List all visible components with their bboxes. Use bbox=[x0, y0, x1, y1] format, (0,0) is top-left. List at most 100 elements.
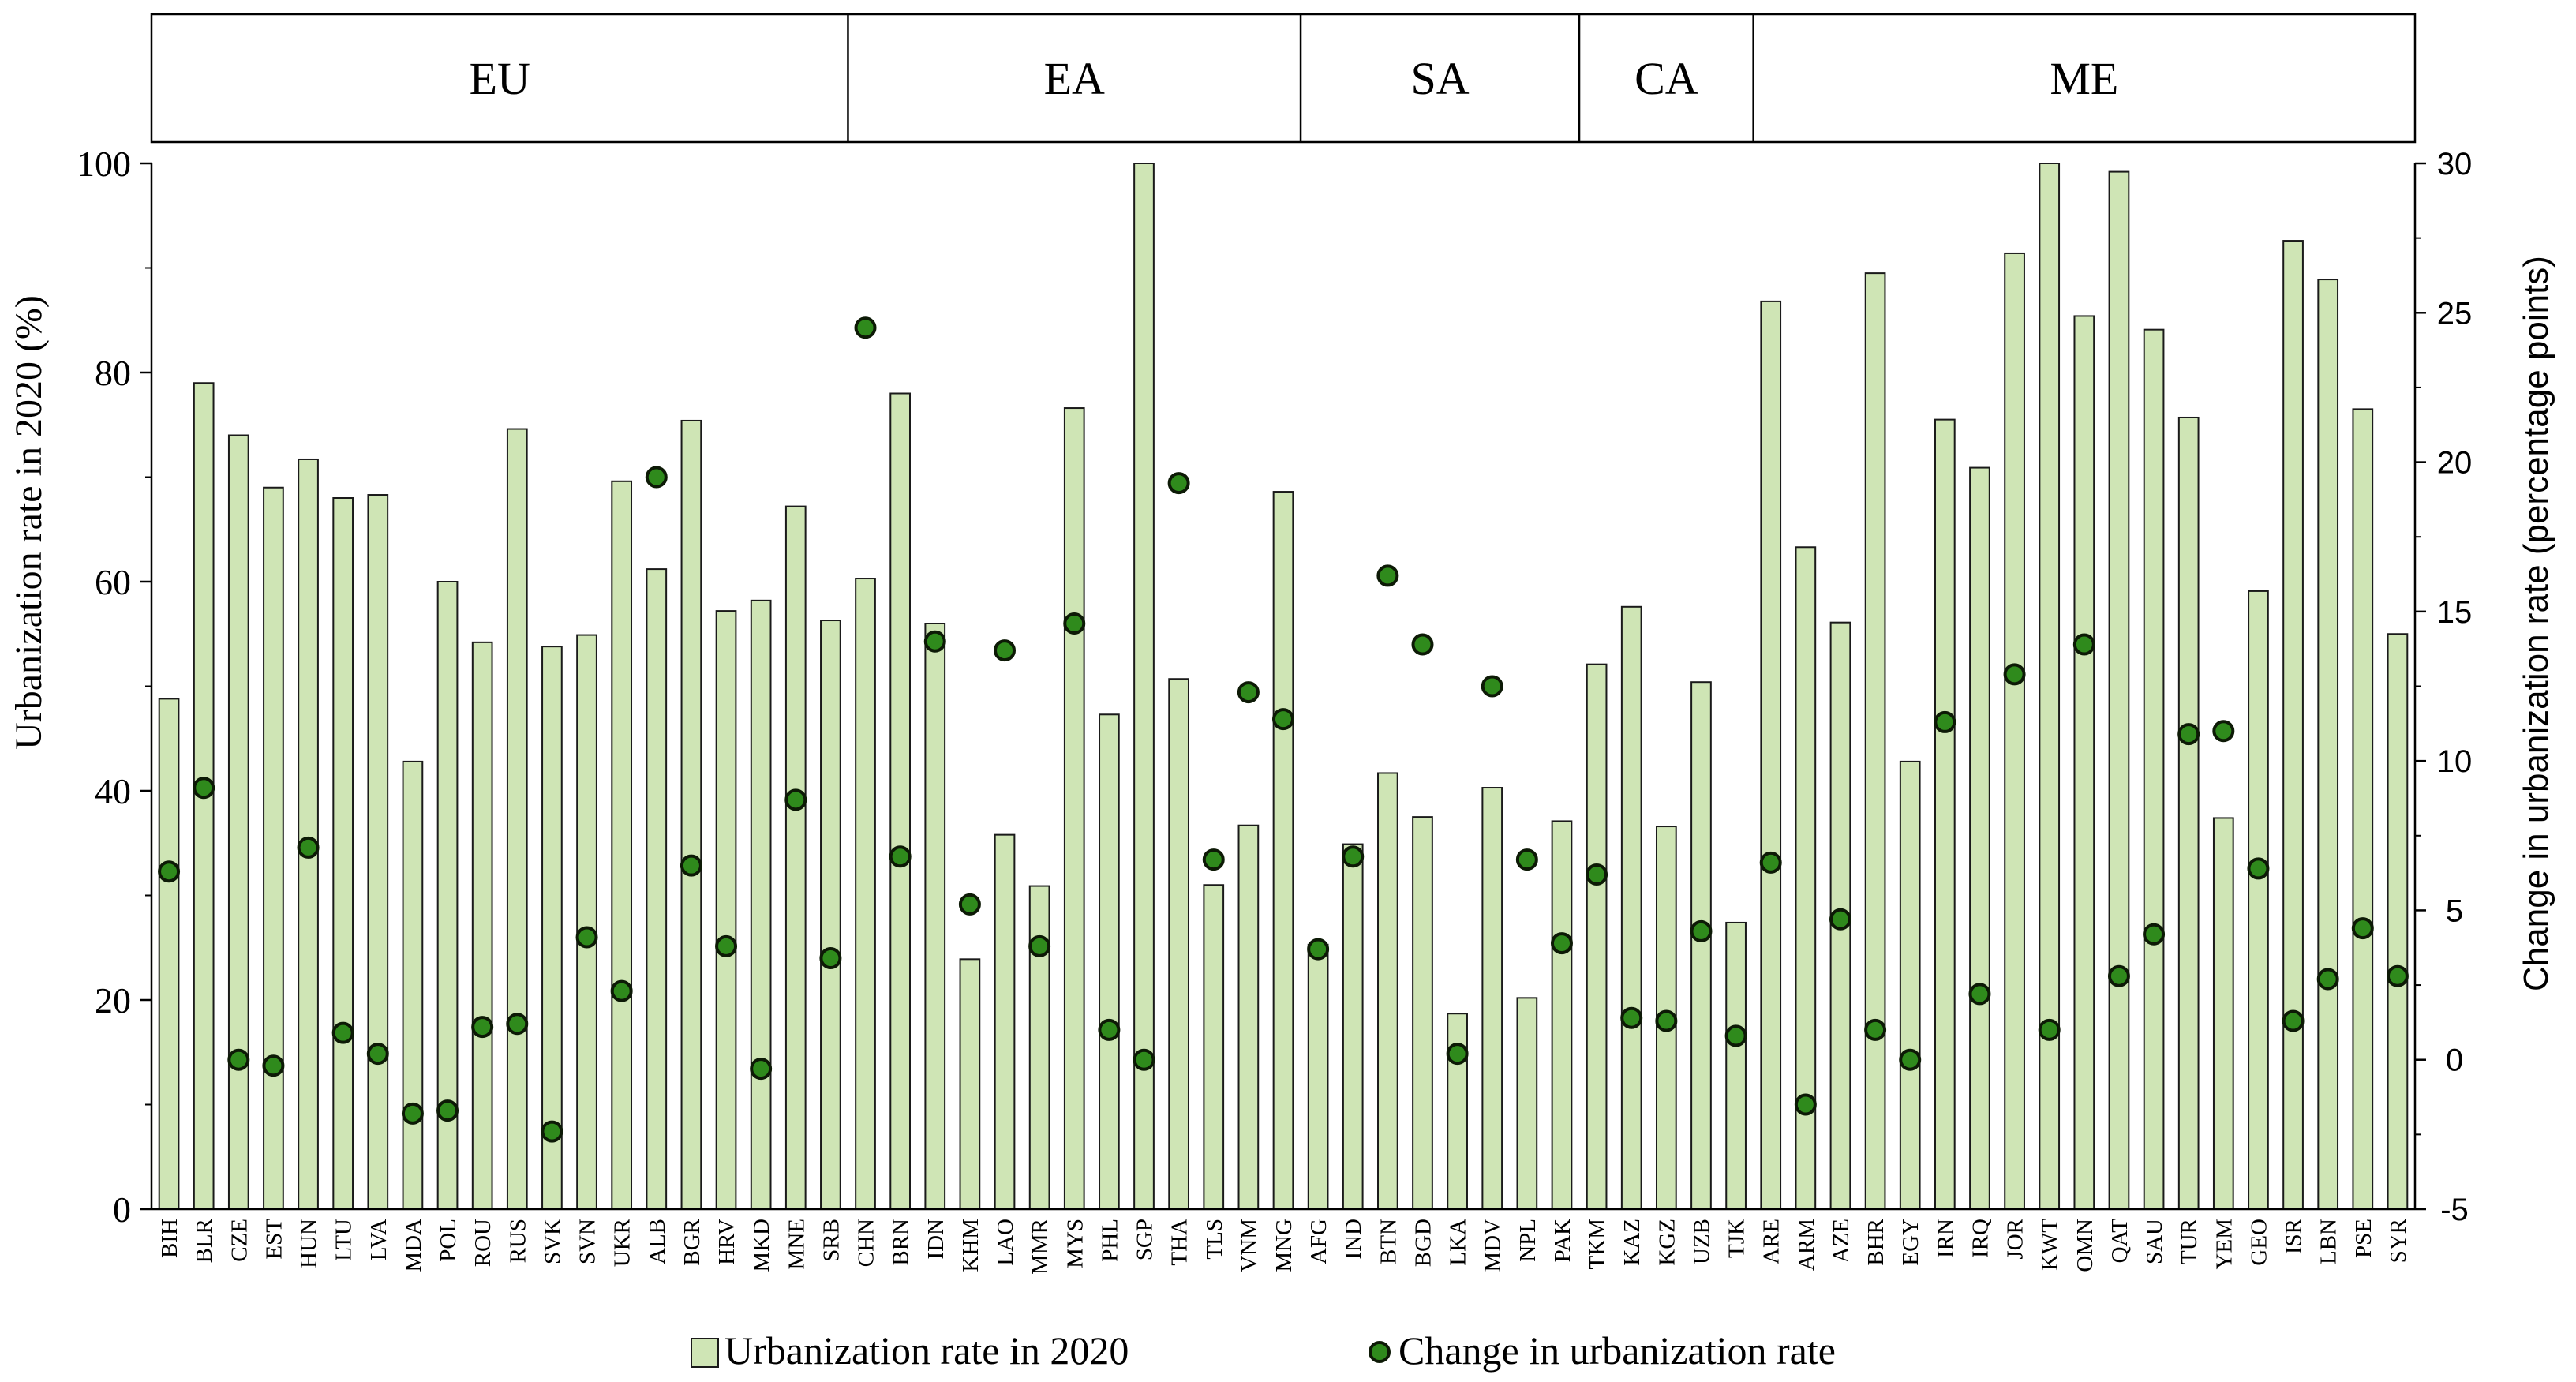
x-tick-label-mys: MYS bbox=[1062, 1219, 1088, 1268]
x-tick-label-qat: QAT bbox=[2107, 1219, 2132, 1264]
dot-are bbox=[1759, 851, 1782, 874]
dot-aze bbox=[1829, 908, 1852, 931]
x-tick-label-uzb: UZB bbox=[1689, 1219, 1714, 1264]
dot-ltu bbox=[331, 1021, 354, 1044]
dot-egy bbox=[1899, 1048, 1922, 1071]
x-tick-label-pak: PAK bbox=[1550, 1219, 1575, 1262]
x-tick-label-isr: ISR bbox=[2282, 1218, 2307, 1254]
legend: Urbanization rate in 2020 Change in urba… bbox=[691, 1328, 1836, 1373]
dot-kgz bbox=[1655, 1009, 1678, 1032]
dot-bih bbox=[158, 860, 181, 883]
x-tick-label-mmr: MMR bbox=[1028, 1218, 1053, 1275]
legend-dot-marker bbox=[1368, 1341, 1391, 1363]
x-tick-label-blr: BLR bbox=[192, 1218, 217, 1263]
dot-jor bbox=[2003, 663, 2026, 686]
x-tick-label-svk: SVK bbox=[540, 1219, 565, 1264]
x-tick-label-alb: ALB bbox=[645, 1219, 670, 1264]
dot-rou bbox=[471, 1016, 494, 1039]
x-tick-label-yem: YEM bbox=[2211, 1219, 2237, 1269]
y-axis-label-right: Change in urbanization rate (percentage … bbox=[2517, 256, 2555, 991]
x-tick-label-mne: MNE bbox=[784, 1219, 809, 1269]
bar-bhr bbox=[1864, 272, 1886, 1210]
bar-bgd bbox=[1412, 816, 1433, 1210]
dot-afg bbox=[1307, 938, 1330, 961]
x-tick-label-omn: OMN bbox=[2072, 1219, 2098, 1272]
dot-btn bbox=[1376, 564, 1399, 587]
x-tick-label-tkm: TKM bbox=[1585, 1219, 1610, 1269]
y-tick-label-left: 20 bbox=[95, 980, 131, 1021]
dot-tur bbox=[2177, 723, 2200, 746]
bar-pse bbox=[2352, 408, 2374, 1210]
bar-irq bbox=[1969, 466, 1990, 1210]
dot-svn bbox=[575, 926, 598, 949]
x-tick-label-jor: JOR bbox=[2003, 1218, 2028, 1259]
bar-pak bbox=[1551, 820, 1573, 1211]
bar-lva bbox=[367, 494, 389, 1210]
dot-lao bbox=[994, 639, 1017, 662]
dot-irn bbox=[1934, 710, 1956, 733]
dot-cze bbox=[227, 1048, 250, 1071]
y-tick-label-right: 25 bbox=[2437, 296, 2473, 331]
bar-yem bbox=[2212, 817, 2234, 1210]
dot-mda bbox=[401, 1102, 424, 1125]
dot-series bbox=[158, 316, 2409, 1143]
bar-ltu bbox=[332, 497, 354, 1210]
x-tick-label-mkd: MKD bbox=[749, 1219, 774, 1272]
x-tick-label-tjk: TJK bbox=[1724, 1219, 1750, 1258]
x-tick-label-geo: GEO bbox=[2246, 1219, 2271, 1266]
x-tick-label-ind: IND bbox=[1341, 1219, 1366, 1260]
x-tick-label-irq: IRQ bbox=[1968, 1219, 1993, 1258]
x-tick-label-arm: ARM bbox=[1794, 1219, 1819, 1271]
region-label-me: ME bbox=[2050, 53, 2118, 104]
region-header: EU EA SA CA ME bbox=[150, 13, 2417, 144]
bar-btn bbox=[1377, 772, 1398, 1210]
x-tick-label-lka: LKA bbox=[1446, 1219, 1471, 1266]
bar-mng bbox=[1272, 491, 1294, 1210]
x-tick-label-tur: TUR bbox=[2177, 1218, 2202, 1264]
x-tick-label-mng: MNG bbox=[1271, 1219, 1297, 1272]
bar-mys bbox=[1063, 407, 1085, 1210]
dot-est bbox=[262, 1054, 285, 1077]
dot-mng bbox=[1272, 708, 1294, 731]
dot-tls bbox=[1202, 848, 1225, 871]
dot-rus bbox=[506, 1013, 529, 1036]
dot-srb bbox=[819, 947, 842, 969]
bar-vnm bbox=[1237, 824, 1260, 1210]
x-tick-label-khm: KHM bbox=[958, 1219, 983, 1272]
bar-geo bbox=[2248, 590, 2269, 1210]
y-tick-label-left: 60 bbox=[95, 562, 131, 602]
y-tick-label-left: 0 bbox=[113, 1189, 131, 1230]
x-tick-label-hun: HUN bbox=[297, 1219, 322, 1268]
bar-khm bbox=[959, 958, 981, 1210]
bar-kaz bbox=[1620, 605, 1642, 1210]
dot-sau bbox=[2143, 923, 2166, 946]
region-label-ea: EA bbox=[1044, 53, 1105, 104]
dot-svk bbox=[541, 1120, 564, 1143]
bar-mkd bbox=[750, 599, 772, 1210]
bar-cze bbox=[227, 434, 249, 1210]
dot-brn bbox=[889, 845, 912, 868]
bar-mmr bbox=[1028, 885, 1050, 1210]
x-tick-label-bgr: BGR bbox=[680, 1218, 705, 1265]
legend-bar-label: Urbanization rate in 2020 bbox=[724, 1328, 1129, 1373]
bar-chn bbox=[855, 578, 876, 1210]
x-tick-label-aze: AZE bbox=[1829, 1219, 1854, 1263]
y-tick-label-right: -5 bbox=[2440, 1193, 2469, 1227]
x-tick-label-pse: PSE bbox=[2351, 1219, 2376, 1258]
x-tick-label-are: ARE bbox=[1759, 1219, 1784, 1264]
dot-pol bbox=[436, 1099, 459, 1122]
bar-sau bbox=[2143, 328, 2165, 1210]
dot-mmr bbox=[1028, 934, 1051, 957]
dot-chn bbox=[854, 316, 877, 339]
bar-irn bbox=[1934, 418, 1956, 1210]
x-tick-label-ltu: LTU bbox=[331, 1219, 357, 1261]
x-tick-label-hrv: HRV bbox=[714, 1219, 739, 1265]
x-tick-labels: BIH BLR CZE EST HUN LTU LVA MDA POL ROU RUS SVK SVN U… bbox=[157, 1218, 2411, 1275]
dot-mne bbox=[784, 788, 807, 811]
dot-bgd bbox=[1411, 633, 1434, 656]
dot-npl bbox=[1515, 848, 1538, 871]
x-tick-label-srb: SRB bbox=[818, 1219, 844, 1262]
bar-bih bbox=[158, 698, 180, 1210]
y-tick-label-right: 30 bbox=[2437, 147, 2473, 182]
